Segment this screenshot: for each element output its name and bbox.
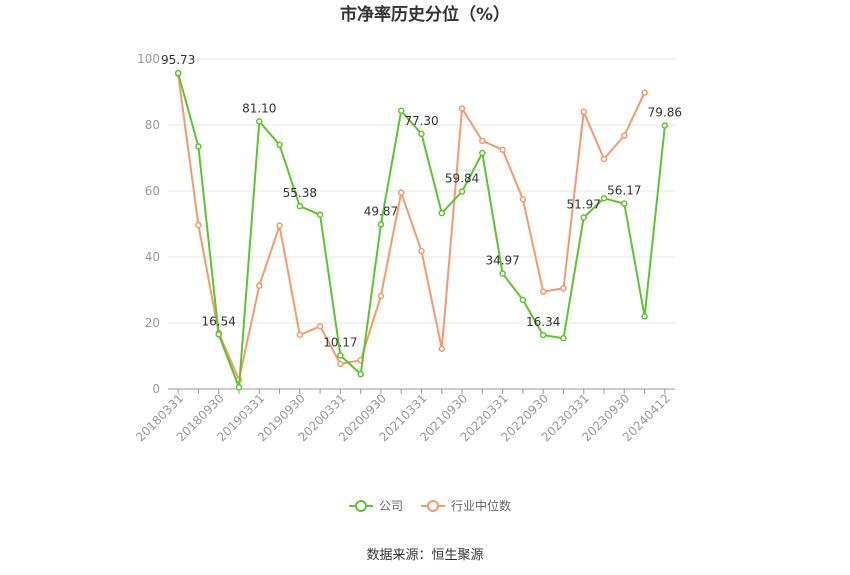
- data-point: [600, 155, 608, 163]
- data-point: [600, 195, 608, 202]
- data-point: [418, 247, 425, 255]
- y-tick-label: 80: [145, 118, 160, 132]
- data-point: [215, 331, 222, 338]
- data-labels: 95.73 16.54 81.10 55.38 10.17 49.87 77.30 59.84…: [161, 53, 682, 349]
- data-point: [499, 270, 506, 277]
- data-label: 56.17: [607, 184, 641, 198]
- data-point: [458, 105, 466, 112]
- data-label: 79.86: [648, 105, 682, 119]
- data-point: [316, 211, 324, 219]
- data-label: 16.54: [202, 314, 236, 328]
- data-point: [621, 200, 628, 207]
- data-point: [195, 221, 202, 229]
- data-point: [256, 118, 263, 125]
- data-point: [458, 188, 466, 195]
- series-line-行业中位数: [177, 73, 646, 381]
- data-point: [337, 360, 344, 368]
- legend-label[interactable]: 行业中位数: [451, 498, 511, 513]
- legend-marker[interactable]: [355, 500, 367, 512]
- data-label: 51.97: [567, 197, 601, 211]
- data-point: [580, 214, 587, 221]
- data-point: [580, 108, 587, 116]
- data-label: 77.30: [404, 114, 438, 128]
- data-point: [397, 189, 405, 196]
- data-label: 81.10: [242, 101, 276, 115]
- data-label: 16.34: [526, 315, 560, 329]
- data-label: 59.84: [445, 172, 479, 186]
- data-point: [519, 296, 527, 304]
- legend[interactable]: 公司 行业中位数: [349, 498, 511, 513]
- chart-title: 市净率历史分位（%）: [340, 4, 510, 25]
- data-point: [296, 202, 304, 210]
- data-point: [296, 331, 304, 339]
- y-tick-label: 40: [145, 250, 160, 264]
- data-point: [539, 331, 547, 339]
- data-point: [316, 323, 324, 330]
- legend-label[interactable]: 公司: [379, 499, 403, 513]
- data-point: [641, 313, 648, 320]
- data-point: [519, 196, 527, 203]
- gridlines: [168, 58, 675, 324]
- data-point: [397, 107, 405, 115]
- data-point: [661, 122, 669, 129]
- data-point: [276, 222, 283, 229]
- data-point: [560, 334, 567, 342]
- y-tick-label: 60: [145, 184, 160, 198]
- series-group: [174, 69, 669, 391]
- data-point: [438, 345, 446, 352]
- data-point: [418, 130, 425, 138]
- data-point: [641, 89, 648, 96]
- data-point: [357, 370, 364, 378]
- data-point: [438, 209, 446, 217]
- y-tick-label: 20: [145, 316, 160, 330]
- data-label: 34.97: [485, 254, 519, 268]
- data-point: [195, 143, 202, 150]
- data-point: [499, 146, 506, 153]
- data-label: 10.17: [323, 335, 357, 349]
- data-point: [377, 221, 385, 228]
- data-point: [479, 137, 486, 145]
- data-point: [377, 292, 385, 300]
- data-point: [235, 384, 243, 391]
- y-tick-label: 100: [137, 52, 160, 66]
- data-point: [479, 149, 486, 157]
- data-point: [256, 282, 263, 289]
- data-point: [174, 69, 182, 77]
- data-point: [560, 285, 567, 292]
- data-point: [539, 288, 547, 295]
- data-label: 55.38: [283, 186, 317, 200]
- data-label: 49.87: [364, 204, 398, 218]
- data-label: 95.73: [161, 53, 195, 67]
- y-tick-label: 0: [152, 382, 160, 396]
- data-point: [337, 352, 344, 359]
- source-note: 数据来源：恒生聚源: [366, 548, 483, 563]
- data-point: [276, 141, 283, 149]
- data-point: [621, 132, 628, 139]
- legend-marker[interactable]: [427, 500, 439, 512]
